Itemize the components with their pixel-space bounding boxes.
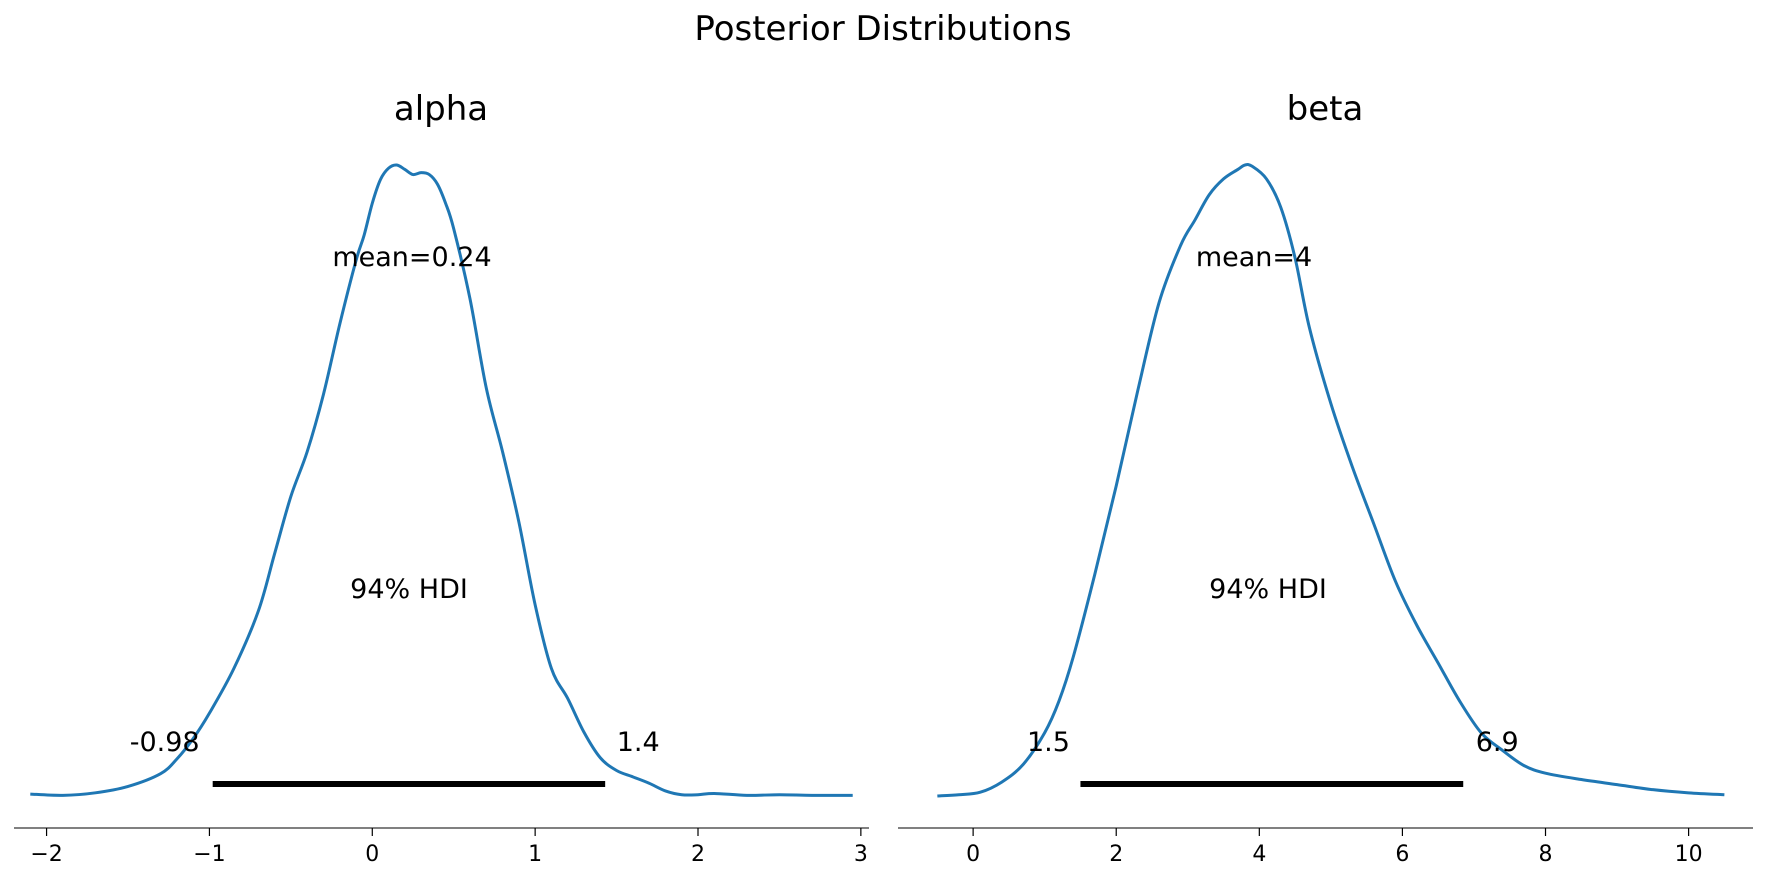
beta-x-tick-label: 2 (1109, 842, 1123, 867)
beta-x-tick-label: 8 (1539, 842, 1553, 867)
alpha-x-ticks: −2 −1 0 1 2 3 (30, 828, 868, 867)
figure-title: Posterior Distributions (694, 9, 1071, 49)
alpha-x-tick-label: 3 (854, 842, 868, 867)
alpha-hdi-lower-label: -0.98 (130, 727, 200, 758)
alpha-panel-title: alpha (394, 89, 488, 129)
beta-density-curve (937, 163, 1725, 798)
alpha-x-tick-label: 1 (528, 842, 542, 867)
beta-panel-title: beta (1287, 89, 1364, 129)
beta-x-tick-label: 4 (1252, 842, 1266, 867)
beta-mean-label: mean=4 (1196, 242, 1312, 273)
alpha-x-tick-label: −1 (193, 842, 225, 867)
alpha-panel: alpha mean=0.24 94% HDI -0.98 1.4 −2 −1 0 1… (14, 89, 869, 867)
alpha-x-tick-label: 0 (365, 842, 379, 867)
beta-x-ticks: 0 2 4 6 8 10 (966, 828, 1703, 867)
beta-hdi-label: 94% HDI (1209, 574, 1327, 605)
beta-x-tick-label: 10 (1675, 842, 1703, 867)
beta-x-tick-label: 0 (966, 842, 980, 867)
alpha-x-tick-label: 2 (691, 842, 705, 867)
alpha-hdi-upper-label: 1.4 (617, 727, 660, 758)
beta-hdi-lower-label: 1.5 (1027, 727, 1070, 758)
beta-hdi-upper-label: 6.9 (1476, 727, 1519, 758)
alpha-x-tick-label: −2 (30, 842, 62, 867)
beta-x-tick-label: 6 (1395, 842, 1409, 867)
alpha-density-curve (30, 163, 853, 797)
beta-panel: beta mean=4 94% HDI 1.5 6.9 0 2 4 6 8 10 (898, 89, 1753, 867)
alpha-hdi-label: 94% HDI (350, 574, 468, 605)
alpha-mean-label: mean=0.24 (332, 242, 491, 273)
